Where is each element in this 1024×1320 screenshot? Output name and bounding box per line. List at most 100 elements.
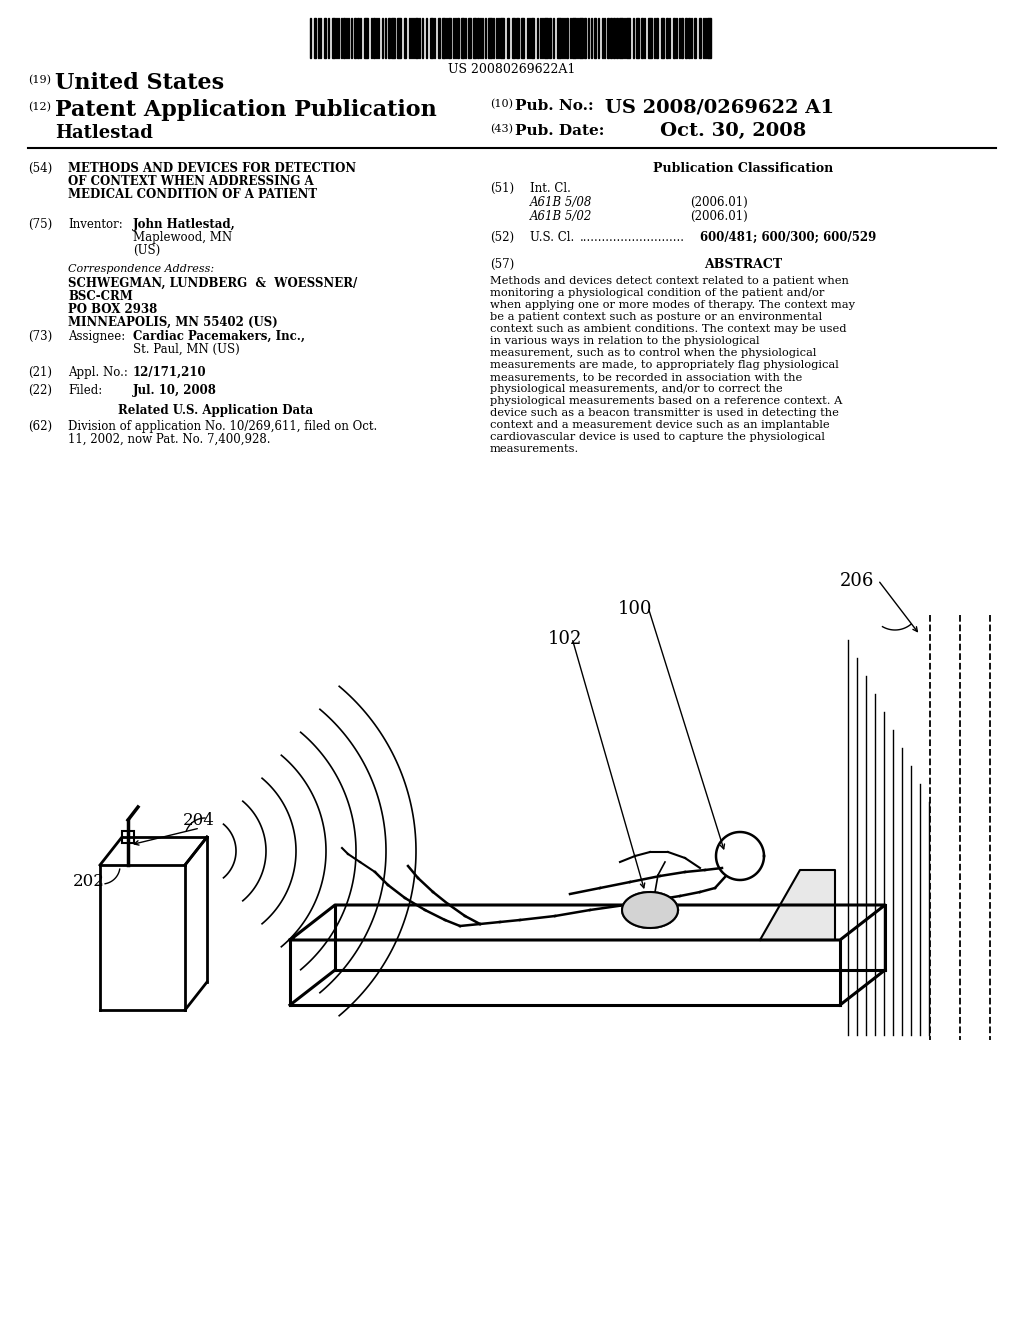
Text: METHODS AND DEVICES FOR DETECTION: METHODS AND DEVICES FOR DETECTION (68, 162, 356, 176)
Text: 204: 204 (183, 812, 215, 829)
Text: (57): (57) (490, 257, 514, 271)
Bar (516, 18, 519, 58)
Text: Related U.S. Application Data: Related U.S. Application Data (118, 404, 313, 417)
Text: monitoring a physiological condition of the patient and/or: monitoring a physiological condition of … (490, 288, 824, 298)
Bar (636, 18, 639, 58)
Text: St. Paul, MN (US): St. Paul, MN (US) (133, 343, 240, 356)
Bar (673, 18, 675, 58)
Text: Jul. 10, 2008: Jul. 10, 2008 (133, 384, 217, 397)
Text: cardiovascular device is used to capture the physiological: cardiovascular device is used to capture… (490, 432, 825, 442)
Text: United States: United States (55, 73, 224, 94)
Text: US 2008/0269622 A1: US 2008/0269622 A1 (605, 99, 835, 117)
Bar (707, 18, 711, 58)
Text: MINNEAPOLIS, MN 55402 (US): MINNEAPOLIS, MN 55402 (US) (68, 315, 278, 329)
Text: A61B 5/02: A61B 5/02 (530, 210, 592, 223)
Bar (549, 18, 551, 58)
Bar (666, 18, 668, 58)
Bar (531, 18, 534, 58)
Bar (354, 18, 356, 58)
Text: Inventor:: Inventor: (68, 218, 123, 231)
Text: ............................: ............................ (580, 231, 685, 244)
Text: Appl. No.:: Appl. No.: (68, 366, 128, 379)
Bar (364, 18, 368, 58)
Text: (US): (US) (133, 244, 160, 257)
Text: Filed:: Filed: (68, 384, 102, 397)
Bar (415, 18, 418, 58)
Bar (449, 18, 451, 58)
Bar (512, 18, 515, 58)
Text: (51): (51) (490, 182, 514, 195)
Text: 206: 206 (840, 572, 874, 590)
Text: (21): (21) (28, 366, 52, 379)
Bar (694, 18, 696, 58)
Bar (557, 18, 561, 58)
Bar (579, 18, 583, 58)
Text: context such as ambient conditions. The context may be used: context such as ambient conditions. The … (490, 323, 847, 334)
Bar (662, 18, 664, 58)
Text: (62): (62) (28, 420, 52, 433)
Text: measurements are made, to appropriately flag physiological: measurements are made, to appropriately … (490, 360, 839, 370)
Bar (507, 18, 509, 58)
Bar (314, 18, 316, 58)
Text: OF CONTEXT WHEN ADDRESSING A: OF CONTEXT WHEN ADDRESSING A (68, 176, 313, 187)
Bar (430, 18, 433, 58)
Text: Pub. No.:: Pub. No.: (515, 99, 594, 114)
Polygon shape (622, 892, 678, 928)
Text: 102: 102 (548, 630, 583, 648)
Bar (594, 18, 596, 58)
Text: in various ways in relation to the physiological: in various ways in relation to the physi… (490, 337, 760, 346)
Text: Pub. Date:: Pub. Date: (515, 124, 604, 139)
Text: Assignee:: Assignee: (68, 330, 125, 343)
Bar (500, 18, 504, 58)
Text: PO BOX 2938: PO BOX 2938 (68, 304, 158, 315)
Bar (626, 18, 630, 58)
Text: Maplewood, MN: Maplewood, MN (133, 231, 232, 244)
Text: (73): (73) (28, 330, 52, 343)
Bar (357, 18, 359, 58)
Bar (699, 18, 701, 58)
Bar (685, 18, 687, 58)
Bar (473, 18, 476, 58)
Text: (75): (75) (28, 218, 52, 231)
Bar (438, 18, 440, 58)
Bar (397, 18, 401, 58)
Text: Correspondence Address:: Correspondence Address: (68, 264, 214, 275)
Text: BSC-CRM: BSC-CRM (68, 290, 133, 304)
Polygon shape (760, 870, 835, 940)
Bar (607, 18, 609, 58)
Text: measurements, to be recorded in association with the: measurements, to be recorded in associat… (490, 372, 802, 381)
Text: (43): (43) (490, 124, 513, 135)
Text: Publication Classification: Publication Classification (653, 162, 834, 176)
Text: Oct. 30, 2008: Oct. 30, 2008 (660, 121, 806, 140)
Text: SCHWEGMAN, LUNDBERG  &  WOESSNER/: SCHWEGMAN, LUNDBERG & WOESSNER/ (68, 277, 357, 290)
Bar (641, 18, 643, 58)
Bar (404, 18, 406, 58)
Bar (618, 18, 623, 58)
Text: (19): (19) (28, 75, 51, 86)
Bar (324, 18, 326, 58)
Text: be a patient context such as posture or an environmental: be a patient context such as posture or … (490, 312, 822, 322)
Text: 12/171,210: 12/171,210 (133, 366, 207, 379)
Text: Hatlestad: Hatlestad (55, 124, 153, 143)
Text: 11, 2002, now Pat. No. 7,400,928.: 11, 2002, now Pat. No. 7,400,928. (68, 433, 270, 446)
Text: (2006.01): (2006.01) (690, 210, 748, 223)
Text: Patent Application Publication: Patent Application Publication (55, 99, 437, 121)
Text: Int. Cl.: Int. Cl. (530, 182, 570, 195)
Text: Division of application No. 10/269,611, filed on Oct.: Division of application No. 10/269,611, … (68, 420, 377, 433)
Bar (521, 18, 524, 58)
Bar (332, 18, 335, 58)
Text: measurement, such as to control when the physiological: measurement, such as to control when the… (490, 348, 816, 358)
Bar (122, 832, 134, 843)
Bar (477, 18, 479, 58)
Text: Cardiac Pacemakers, Inc.,: Cardiac Pacemakers, Inc., (133, 330, 305, 343)
Bar (584, 18, 586, 58)
Bar (572, 18, 575, 58)
Bar (688, 18, 690, 58)
Text: Methods and devices detect context related to a patient when: Methods and devices detect context relat… (490, 276, 849, 286)
Text: (10): (10) (490, 99, 513, 110)
Text: A61B 5/08: A61B 5/08 (530, 195, 592, 209)
Text: device such as a beacon transmitter is used in detecting the: device such as a beacon transmitter is u… (490, 408, 839, 418)
Text: ABSTRACT: ABSTRACT (703, 257, 782, 271)
Bar (566, 18, 568, 58)
Text: John Hatlestad,: John Hatlestad, (133, 218, 236, 231)
